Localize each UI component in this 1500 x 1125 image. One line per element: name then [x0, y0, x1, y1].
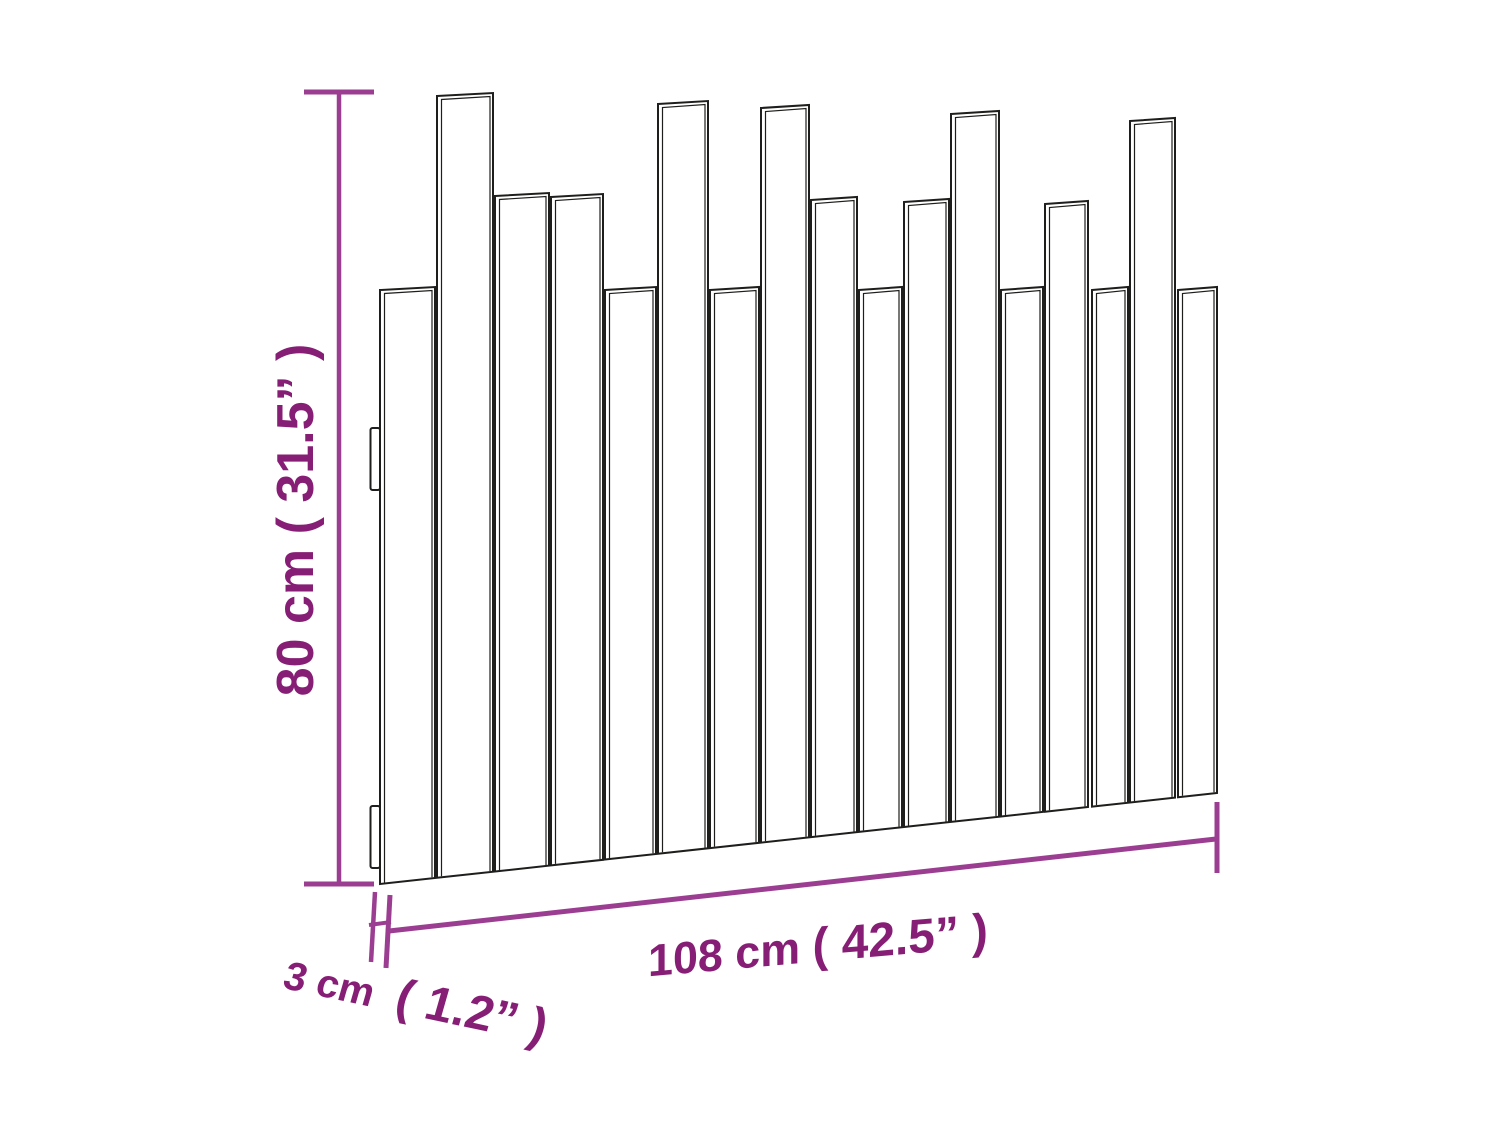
slat-tall [1129, 116, 1176, 804]
slat-medium [1044, 199, 1089, 813]
slat-edge-detail [1181, 289, 1215, 796]
slat-edge-detail [907, 201, 947, 826]
slat-edge-detail [954, 113, 997, 821]
slat-group [379, 91, 1218, 886]
slat-edge-detail [713, 289, 757, 847]
slat-edge-detail [814, 199, 855, 836]
slat-edge-detail [1048, 203, 1086, 811]
slat-edge-detail [1133, 120, 1173, 801]
slat-edge-detail [1004, 289, 1041, 815]
slat-short [858, 285, 903, 834]
wall-bracket [369, 427, 381, 491]
slat-short [604, 285, 657, 861]
slat-medium [494, 191, 550, 873]
slat-edge-detail [862, 289, 900, 831]
slat-medium [550, 192, 604, 867]
slat-edge-detail [498, 195, 547, 870]
slat-tall [436, 91, 494, 879]
slat-edge-detail [383, 289, 433, 883]
wall-bracket-group [369, 427, 381, 869]
slat-edge-detail [764, 107, 807, 842]
width-dimension-line [388, 836, 1217, 934]
slat-edge-detail [1095, 289, 1126, 806]
slat-short [379, 285, 436, 886]
slat-edge-detail [608, 289, 654, 858]
slat-short [709, 285, 760, 850]
depth-dimension-connector [368, 920, 392, 927]
depth-dimension-cap [368, 891, 378, 963]
slat-edge-detail [661, 103, 706, 853]
height-dimension-label: 80 cm ( 31.5” ) [267, 343, 325, 697]
dimension-lines [304, 89, 1220, 969]
slat-medium [810, 195, 858, 839]
slat-short [1177, 285, 1218, 799]
slat-tall [760, 103, 810, 844]
slat-edge-detail [440, 95, 491, 877]
slat-medium [903, 197, 950, 829]
slat-short [1091, 285, 1129, 808]
slat-short [1000, 285, 1044, 818]
width-dimension-value: 108 cm [648, 921, 801, 987]
slat-edge-detail [554, 196, 601, 864]
width-dimension-cap-left [383, 894, 393, 969]
wall-bracket [369, 805, 381, 869]
slat-tall [657, 99, 709, 855]
slat-tall [950, 109, 1000, 824]
